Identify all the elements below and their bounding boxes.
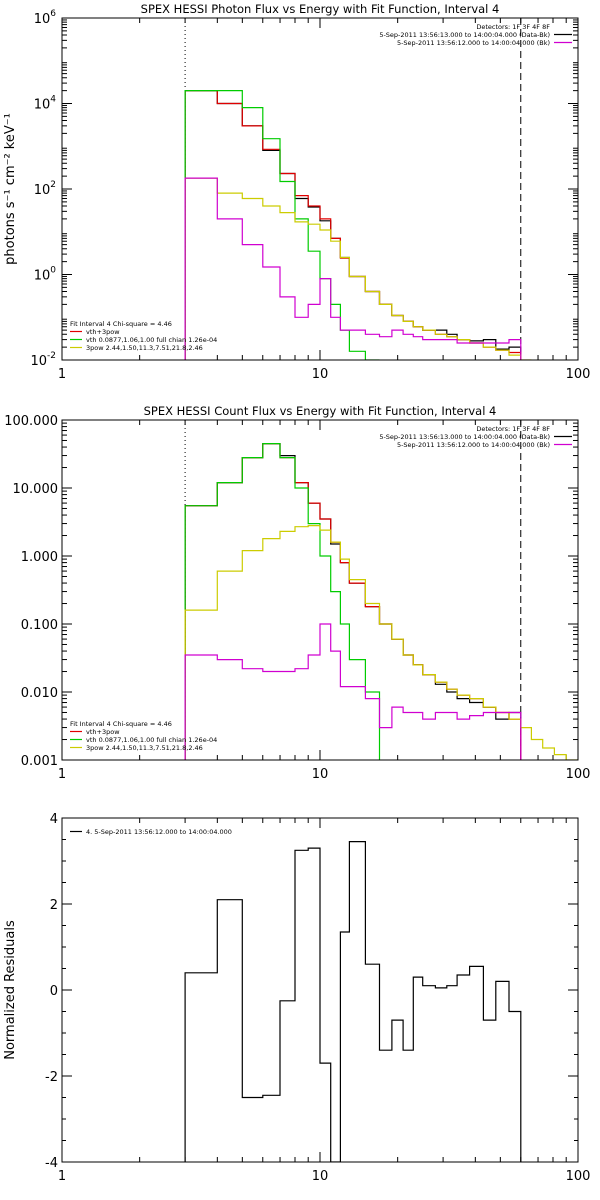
y-tick-label: 104 <box>34 95 57 113</box>
legend-entry: 5-Sep-2011 13:56:13.000 to 14:00:04.000 … <box>379 31 550 39</box>
y-tick-label: 0 <box>50 984 58 999</box>
chart-count: SPEX HESSI Count Flux vs Energy with Fit… <box>4 404 590 782</box>
legend-entry: vth+3pow <box>86 728 120 736</box>
series-line-0 <box>184 90 522 360</box>
legend-header: Fit Interval 4 Chi-square = 4.46 <box>70 720 172 728</box>
series-line-2 <box>184 443 381 760</box>
chart-title: SPEX HESSI Photon Flux vs Energy with Fi… <box>141 2 500 16</box>
x-tick-label: 1 <box>58 1169 66 1184</box>
y-axis-label: photons s⁻¹ cm⁻² keV⁻¹ <box>3 113 18 265</box>
legend-entry: 5-Sep-2011 13:56:12.000 to 14:00:04.000 … <box>397 441 550 449</box>
series-line-2 <box>184 90 380 360</box>
y-tick-label: 102 <box>34 180 56 198</box>
y-tick-label: 2 <box>50 898 58 913</box>
y-tick-base: 10 <box>34 12 51 27</box>
legend-entry: 3pow 2.44,1.50,11.3,7.51,21.8,2.46 <box>86 744 203 752</box>
x-tick-label: 10 <box>312 367 329 382</box>
legend-header: Detectors: 1F 3F 4F 8F <box>476 425 550 433</box>
y-tick-base: 10 <box>34 183 51 198</box>
series-line-1 <box>184 443 522 760</box>
y-tick-label: 106 <box>34 9 57 27</box>
y-tick-label: 10-2 <box>30 351 56 369</box>
chart-residuals: 1 10 100 -4 -2 0 2 4 Normalized Residuals 4. 5-Se… <box>3 812 590 1184</box>
series-line-4 <box>184 177 522 360</box>
y-tick-label: 0.010 <box>21 686 58 701</box>
legend-entry: vth+3pow <box>86 328 120 336</box>
x-tick-label: 10 <box>312 767 329 782</box>
y-tick-exponent: 2 <box>50 180 56 190</box>
y-tick-exponent: -2 <box>47 351 56 361</box>
legend-entry: vth 0.0877,1.06,1.00 full chian 1.26e-04 <box>86 736 217 744</box>
legend-entry: 5-Sep-2011 13:56:12.000 to 14:00:04.000 … <box>397 39 550 47</box>
legend-entry: 3pow 2.44,1.50,11.3,7.51,21.8,2.46 <box>86 344 203 352</box>
series-line-3 <box>184 525 578 760</box>
x-tick-label: 100 <box>566 367 591 382</box>
y-tick-label: 100 <box>34 266 57 284</box>
legend-entry: vth 0.0877,1.06,1.00 full chian 1.26e-04 <box>86 336 217 344</box>
y-tick-exponent: 6 <box>50 9 56 19</box>
x-tick-label: 10 <box>312 1169 329 1184</box>
y-tick-label: 10.000 <box>13 482 59 497</box>
y-tick-exponent: 4 <box>50 95 56 105</box>
y-tick-base: 10 <box>34 269 51 284</box>
y-axis-label: Normalized Residuals <box>3 920 18 1060</box>
x-tick-label: 1 <box>58 767 66 782</box>
legend-entry: 4. 5-Sep-2011 13:56:12.000 to 14:00:04.0… <box>86 828 232 836</box>
series-line-0 <box>184 443 522 760</box>
plot-frame <box>61 419 579 761</box>
y-tick-label: 0.100 <box>21 618 58 633</box>
chart-photon: SPEX HESSI Photon Flux vs Energy with Fi… <box>3 2 590 382</box>
y-tick-base: 10 <box>34 98 51 113</box>
series-line-4 <box>184 623 522 760</box>
series-line-3 <box>184 177 532 360</box>
x-tick-label: 100 <box>566 1169 591 1184</box>
y-tick-label: 4 <box>50 812 58 827</box>
legend-header: Fit Interval 4 Chi-square = 4.46 <box>70 320 172 328</box>
series-line-0 <box>184 841 522 1162</box>
y-tick-label: 1.000 <box>21 550 58 565</box>
y-tick-base: 10 <box>30 354 47 369</box>
plot-frame <box>61 17 579 361</box>
y-tick-label: 100.000 <box>4 414 58 429</box>
y-tick-label: -4 <box>45 1156 58 1171</box>
series-line-1 <box>184 90 522 360</box>
x-tick-label: 1 <box>58 367 66 382</box>
plot-frame <box>61 817 579 1163</box>
chart-title: SPEX HESSI Count Flux vs Energy with Fit… <box>144 404 497 418</box>
y-tick-label: 0.001 <box>21 754 58 769</box>
y-tick-label: -2 <box>45 1070 58 1085</box>
legend-header: Detectors: 1F 3F 4F 8F <box>476 23 550 31</box>
legend-entry: 5-Sep-2011 13:56:13.000 to 14:00:04.000 … <box>379 433 550 441</box>
x-tick-label: 100 <box>566 767 591 782</box>
y-tick-exponent: 0 <box>50 266 56 276</box>
